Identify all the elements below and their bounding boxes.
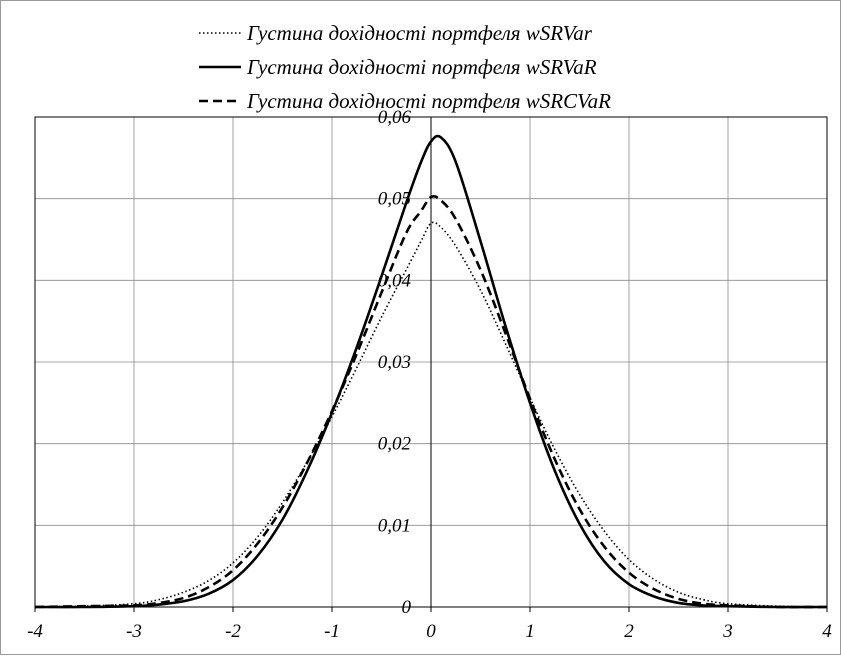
x-tick-label: 3	[722, 621, 733, 642]
y-tick-label: 0,03	[378, 352, 411, 373]
y-tick-label: 0,05	[378, 189, 411, 210]
legend-label: Густина дохідності портфеля wSRVar	[246, 21, 593, 45]
x-tick-label: 1	[525, 621, 535, 642]
x-tick-label: -4	[27, 621, 43, 642]
x-tick-label: -3	[126, 621, 142, 642]
legend-label: Густина дохідності портфеля wSRCVaR	[246, 89, 611, 113]
x-tick-label: 4	[822, 621, 832, 642]
axis-layer: 00,010,020,030,040,050,06-4 -3 -2 -1 0 1 2 3 4	[27, 107, 832, 642]
x-tick-label: 0	[426, 621, 436, 642]
series-line-solid	[34, 134, 828, 609]
y-tick-label: 0,01	[378, 515, 411, 536]
x-tick-label: -1	[324, 621, 340, 642]
y-tick-label: 0,02	[378, 434, 412, 455]
series-line-dotted	[34, 221, 828, 608]
legend-label: Густина дохідності портфеля wSRVaR	[246, 55, 597, 79]
legend: Густина дохідності портфеля wSRVar Густин…	[199, 21, 611, 113]
x-tick-label: -2	[225, 621, 241, 642]
y-tick-label: 0,04	[378, 270, 412, 291]
series-line-dashed	[34, 194, 828, 609]
series-layer	[34, 134, 828, 609]
y-tick-label: 0,06	[378, 107, 412, 128]
x-tick-label: 2	[624, 621, 634, 642]
